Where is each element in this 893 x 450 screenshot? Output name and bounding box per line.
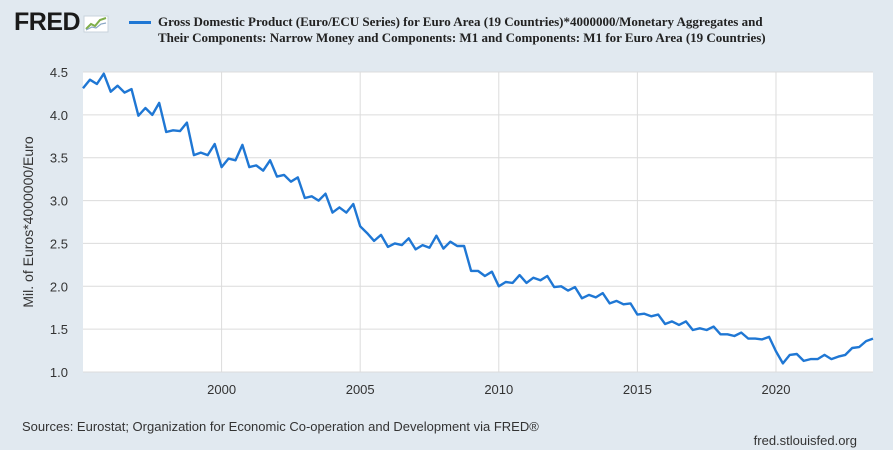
series-line bbox=[82, 72, 874, 365]
fred-logo-text: FRED bbox=[14, 8, 81, 36]
fred-logo[interactable]: FRED bbox=[14, 8, 109, 37]
x-tick-label: 2010 bbox=[484, 382, 513, 397]
x-axis-ticks: 2000 2005 2010 2015 2020 bbox=[207, 382, 790, 397]
y-tick-label: 2.5 bbox=[50, 236, 68, 251]
y-tick-label: 2.0 bbox=[50, 279, 68, 294]
y-tick-label: 1.5 bbox=[50, 322, 68, 337]
fred-logo-graph-icon bbox=[83, 15, 109, 32]
legend-series-label: Gross Domestic Product (Euro/ECU Series)… bbox=[158, 14, 766, 45]
y-axis-ticks: 1.0 1.5 2.0 2.5 3.0 3.5 4.0 4.5 bbox=[50, 65, 68, 380]
y-tick-label: 3.0 bbox=[50, 194, 68, 209]
legend-swatch bbox=[129, 21, 151, 24]
y-tick-label: 3.5 bbox=[50, 151, 68, 166]
x-tick-label: 2020 bbox=[762, 382, 791, 397]
x-tick-label: 2015 bbox=[623, 382, 652, 397]
plot-area bbox=[83, 72, 873, 372]
x-tick-label: 2005 bbox=[346, 382, 375, 397]
y-tick-label: 4.0 bbox=[50, 108, 68, 123]
grid-lines bbox=[83, 71, 873, 373]
y-tick-label: 4.5 bbox=[50, 65, 68, 80]
sources-note: Sources: Eurostat; Organization for Econ… bbox=[22, 419, 539, 434]
chart-legend: Gross Domestic Product (Euro/ECU Series)… bbox=[129, 14, 789, 46]
site-url[interactable]: fred.stlouisfed.org bbox=[753, 433, 857, 448]
x-tick-label: 2000 bbox=[207, 382, 236, 397]
y-tick-label: 1.0 bbox=[50, 365, 68, 380]
